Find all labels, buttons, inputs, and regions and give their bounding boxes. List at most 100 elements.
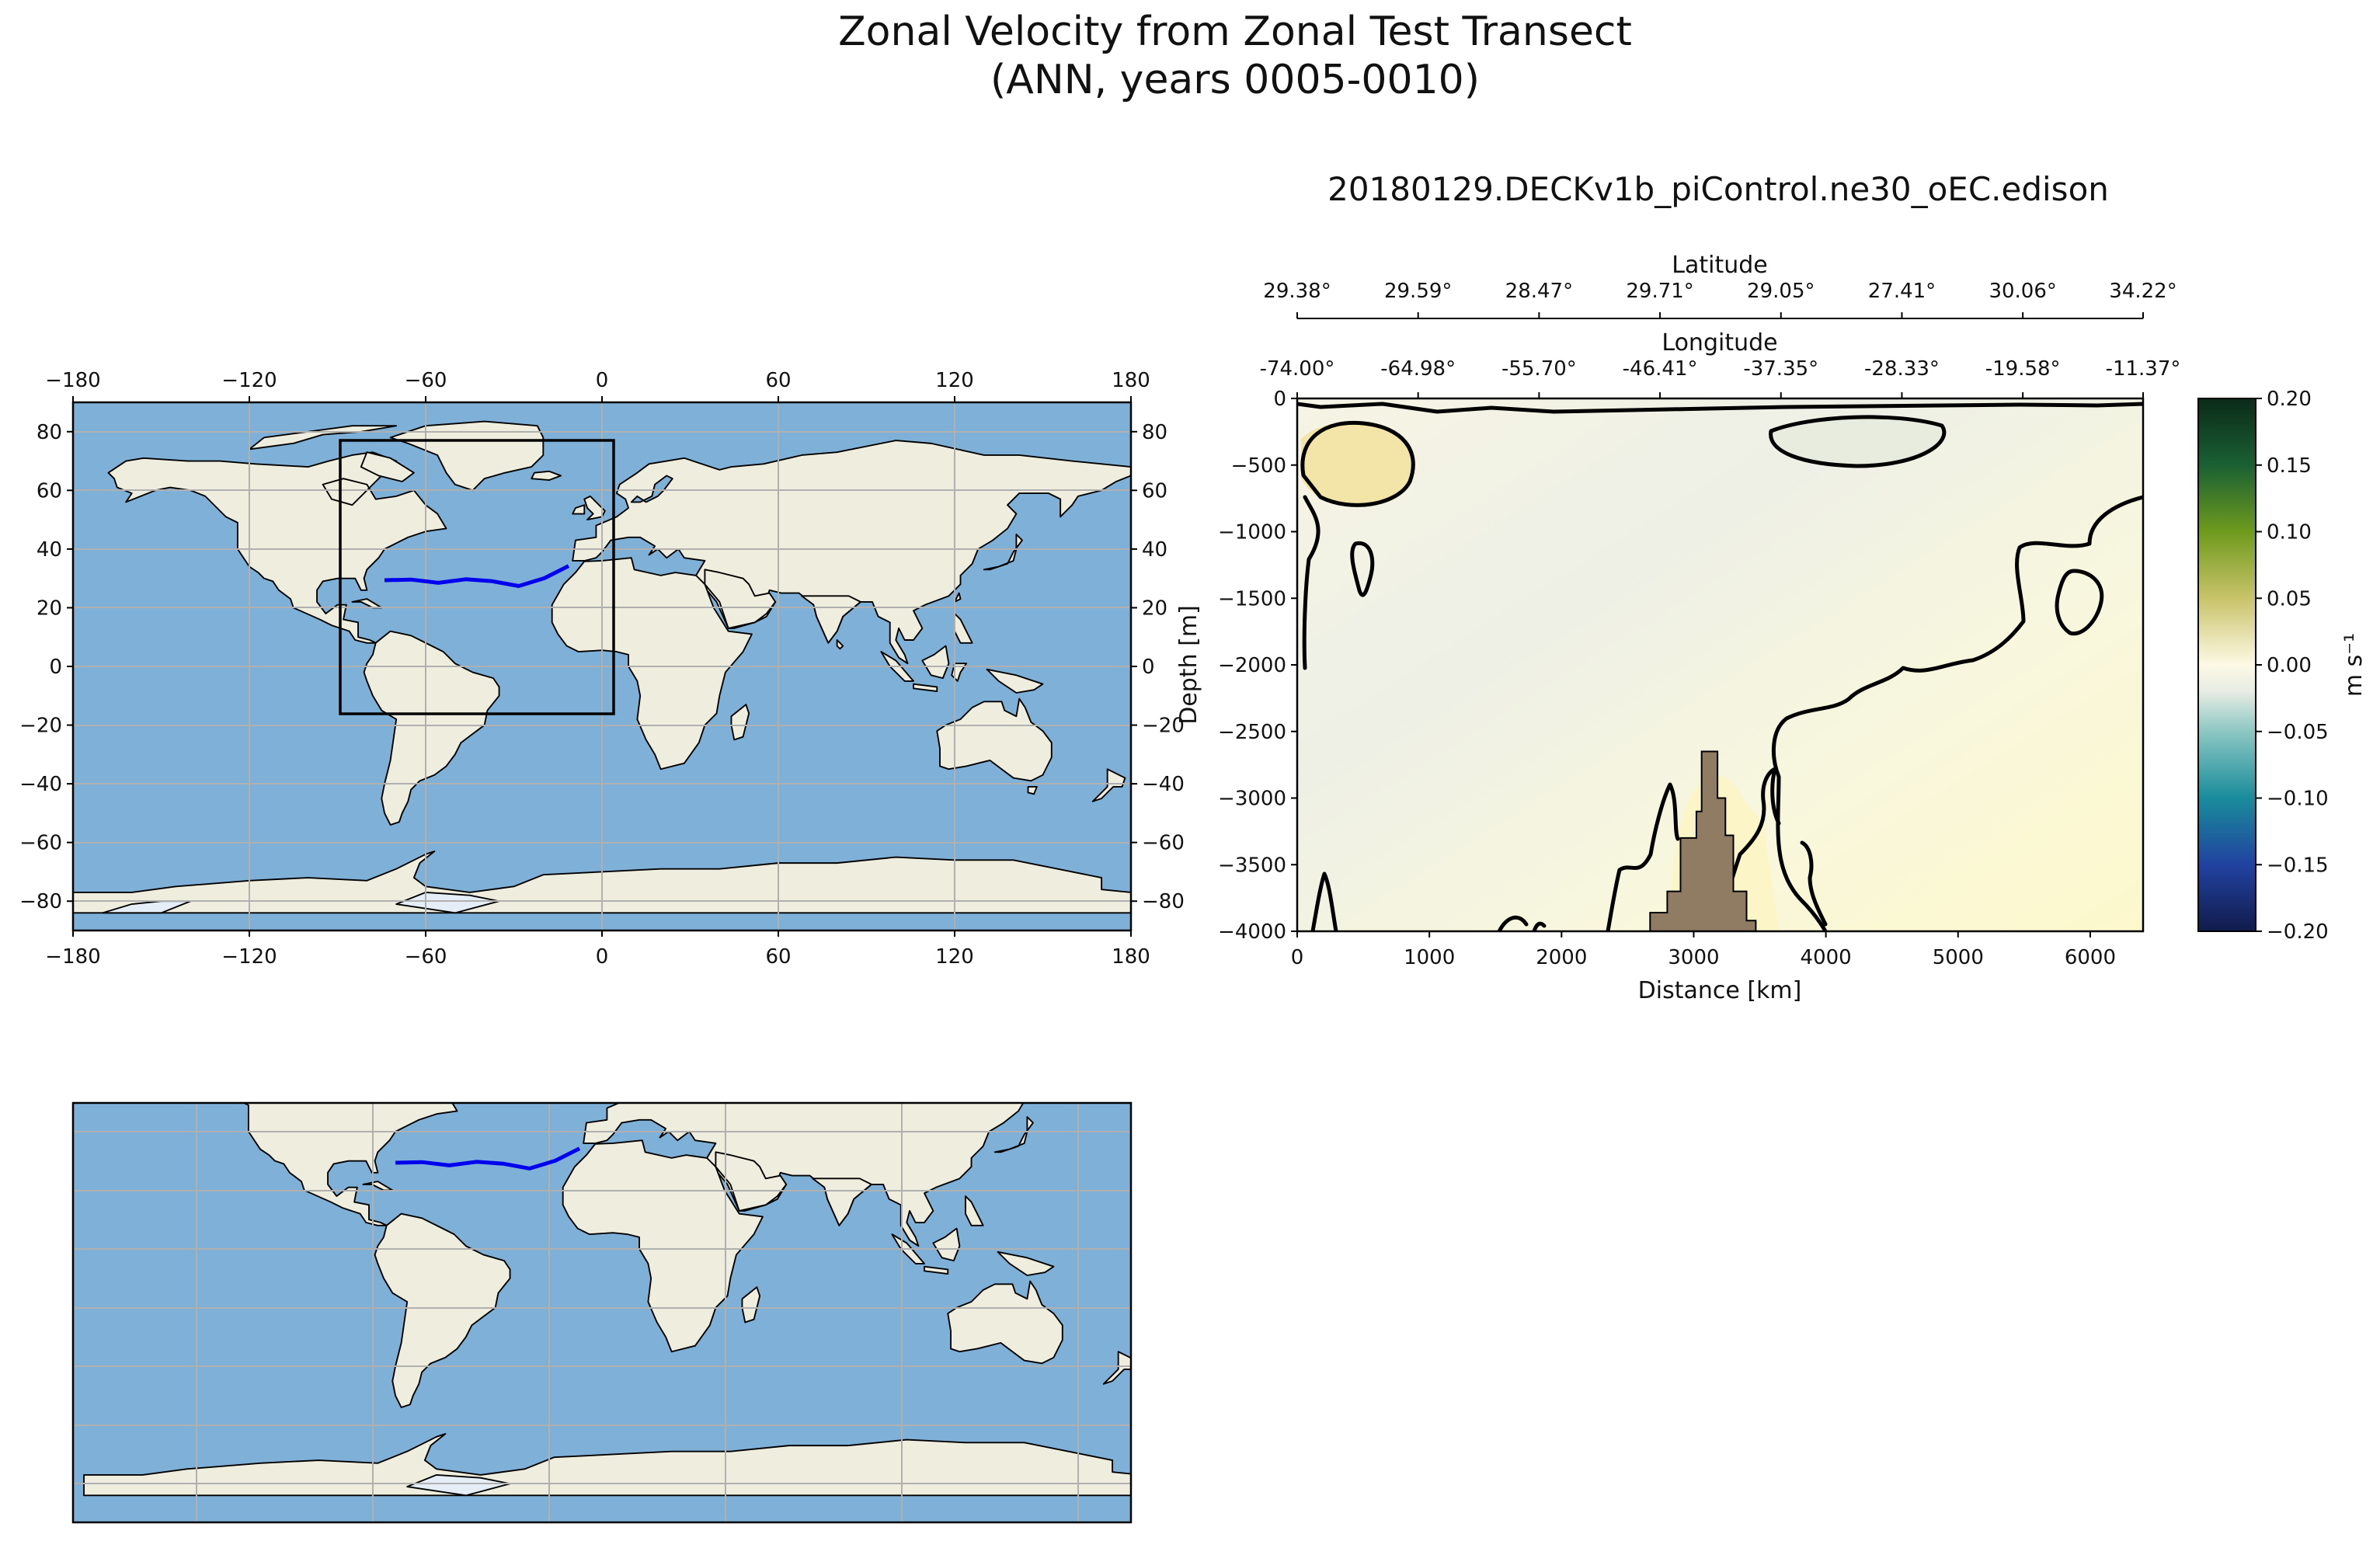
arabia-land bbox=[704, 569, 777, 629]
lat-tick-right-label: −60 bbox=[1142, 832, 1185, 855]
lon-tick-bottom-label: 180 bbox=[1112, 945, 1150, 969]
section-y-tick-label: −2500 bbox=[1218, 721, 1286, 744]
global-lon-ticks-top: −180 −120 −60 0 60 120 180 bbox=[45, 369, 1150, 402]
zoom-africa-land bbox=[562, 1139, 764, 1353]
colorbar-tick-label: −0.20 bbox=[2267, 920, 2329, 944]
lon-tick-top-label: 180 bbox=[1112, 369, 1150, 392]
colorbar-tick-label: 0.00 bbox=[2267, 654, 2312, 677]
lat-tick-right-label: 80 bbox=[1142, 421, 1167, 444]
lon-tick-top-label: −180 bbox=[45, 369, 100, 392]
longitude-tick-label: -28.33° bbox=[1864, 357, 1940, 381]
lat-tick-left-label: 40 bbox=[37, 538, 62, 562]
scandinavia-gap bbox=[630, 475, 673, 503]
zoom-map-frame bbox=[71, 1101, 1133, 1524]
global-lat-ticks-left: 80 60 40 20 0 −20 −40 −60 −80 bbox=[19, 421, 73, 913]
zoom-british-isles-land bbox=[597, 1103, 599, 1104]
lon-tick-bottom-label: −120 bbox=[221, 945, 277, 969]
zoom-australia-land bbox=[947, 1280, 1063, 1365]
section-y-tick-label: −2000 bbox=[1218, 654, 1286, 677]
section-x-tick-label: 4000 bbox=[1801, 946, 1852, 969]
zoom-south-america-land bbox=[374, 1212, 511, 1408]
contour-top-band bbox=[1297, 402, 2143, 414]
global-map: −180 −120 −60 0 60 120 180 −180 −120 −60 0 60 120 18… bbox=[19, 369, 1185, 969]
section-x-tick-label: 1000 bbox=[1404, 946, 1455, 969]
longitude-tick-label: -19.58° bbox=[1985, 357, 2061, 381]
new-zealand-land bbox=[1091, 768, 1126, 802]
lat-tick-right-label: 20 bbox=[1142, 597, 1167, 620]
figure-title: Zonal Velocity from Zonal Test Transect bbox=[838, 9, 1632, 55]
lon-tick-top-label: 0 bbox=[596, 369, 609, 392]
zoom-iceland-land bbox=[542, 1054, 572, 1063]
weddell-ice-shelf bbox=[395, 891, 500, 914]
lon-tick-bottom-label: −60 bbox=[405, 945, 447, 969]
section-ylabel: Depth [m] bbox=[1175, 605, 1202, 725]
lon-tick-top-label: 120 bbox=[935, 369, 974, 392]
run-title: 20180129.DECKv1b_piControl.ne30_oEC.edis… bbox=[1327, 170, 2109, 208]
latitude-tick-label: 34.22° bbox=[2109, 280, 2176, 303]
section-y-tick-label: −3500 bbox=[1218, 854, 1286, 877]
zoom-gridlines bbox=[73, 1103, 1131, 1522]
contour-bottom-left-c bbox=[1532, 921, 1547, 931]
latitude-tick-label: 29.71° bbox=[1626, 280, 1693, 303]
section-y-tick-label: −4000 bbox=[1218, 920, 1286, 944]
colorbar-label: m s⁻¹ bbox=[2340, 633, 2368, 697]
global-lon-ticks-bottom: −180 −120 −60 0 60 120 180 bbox=[45, 931, 1150, 969]
zoom-philippines-land bbox=[965, 1195, 984, 1226]
contour-bottom-left-b bbox=[1497, 915, 1529, 931]
lat-tick-left-label: −80 bbox=[19, 890, 62, 913]
longitude-ticks: -74.00° -64.98° -55.70° -46.41° -37.35° -28.3… bbox=[1260, 357, 2181, 398]
longitude-tick-label: -11.37° bbox=[2106, 357, 2181, 381]
colorbar-tick-label: −0.05 bbox=[2267, 721, 2329, 744]
lon-tick-bottom-label: −180 bbox=[45, 945, 100, 969]
zoom-north-america-land bbox=[242, 1103, 458, 1226]
section-x-ticks: 0 1000 2000 3000 4000 5000 6000 bbox=[1291, 931, 2116, 969]
colorbar-tick-label: 0.10 bbox=[2267, 521, 2312, 544]
section-x-tick-label: 5000 bbox=[1933, 946, 1984, 969]
global-lat-ticks-right: 80 60 40 20 0 −20 −40 −60 −80 bbox=[1131, 421, 1185, 913]
ireland-land bbox=[572, 504, 586, 515]
zoom-new-guinea-land bbox=[997, 1251, 1055, 1276]
zoom-arabia-land bbox=[715, 1151, 788, 1212]
section-y-tick-label: −500 bbox=[1231, 454, 1286, 478]
latitude-tick-label: 29.38° bbox=[1263, 280, 1331, 303]
lat-tick-left-label: −40 bbox=[19, 773, 62, 796]
lat-tick-right-label: 40 bbox=[1142, 538, 1167, 562]
zoom-transect-line bbox=[395, 1146, 581, 1171]
zoom-greenland-land bbox=[402, 1004, 555, 1073]
latitude-ticks: 29.38° 29.59° 28.47° 29.71° 29.05° 27.41° 30.0… bbox=[1263, 280, 2177, 318]
lon-tick-bottom-label: 60 bbox=[765, 945, 791, 969]
lon-tick-top-label: −60 bbox=[405, 369, 447, 392]
latitude-label: Latitude bbox=[1672, 252, 1767, 279]
java-land bbox=[913, 683, 938, 693]
contour-right-loop bbox=[1769, 415, 1947, 468]
section-x-tick-label: 6000 bbox=[2065, 946, 2116, 969]
colorbar-tick-label: 0.05 bbox=[2267, 587, 2312, 610]
longitude-tick-label: -55.70° bbox=[1501, 357, 1577, 381]
taiwan-land bbox=[954, 592, 962, 603]
lat-tick-left-label: 20 bbox=[37, 597, 62, 620]
colorbar-tick-label: −0.15 bbox=[2267, 854, 2329, 877]
negative-patch-right bbox=[1769, 416, 1943, 465]
tasmania-land bbox=[1027, 785, 1038, 795]
latitude-tick-label: 28.47° bbox=[1505, 280, 1573, 303]
lat-tick-right-label: 0 bbox=[1142, 656, 1155, 679]
contour-small-ring bbox=[1350, 541, 1375, 597]
section-x-tick-label: 0 bbox=[1291, 946, 1304, 969]
british-isles-land bbox=[583, 495, 606, 521]
lat-tick-right-label: −40 bbox=[1142, 773, 1185, 796]
lat-tick-right-label: −20 bbox=[1142, 715, 1185, 738]
lat-tick-right-label: 60 bbox=[1142, 479, 1167, 503]
sri-lanka-land bbox=[836, 639, 844, 650]
lat-tick-left-label: 60 bbox=[37, 479, 62, 503]
longitude-tick-label: -37.35° bbox=[1743, 357, 1818, 381]
south-america-land bbox=[363, 630, 500, 826]
contour-bottom-left-a bbox=[1310, 871, 1338, 931]
figure-subtitle: (ANN, years 0005-0010) bbox=[990, 57, 1480, 103]
colorbar-ticks: 0.20 0.15 0.10 0.05 0.00 −0.05 −0.10 −0.15 −0.20 bbox=[2256, 388, 2329, 944]
zoom-map bbox=[71, 1004, 1133, 1524]
section-y-tick-label: −1000 bbox=[1218, 521, 1286, 544]
baffin-island-land bbox=[360, 451, 415, 482]
zoom-weddell-ice-shelf bbox=[406, 1473, 511, 1497]
lat-tick-left-label: −20 bbox=[19, 715, 62, 738]
colorbar: 0.20 0.15 0.10 0.05 0.00 −0.05 −0.10 −0.15 −0.20… bbox=[2197, 388, 2368, 944]
